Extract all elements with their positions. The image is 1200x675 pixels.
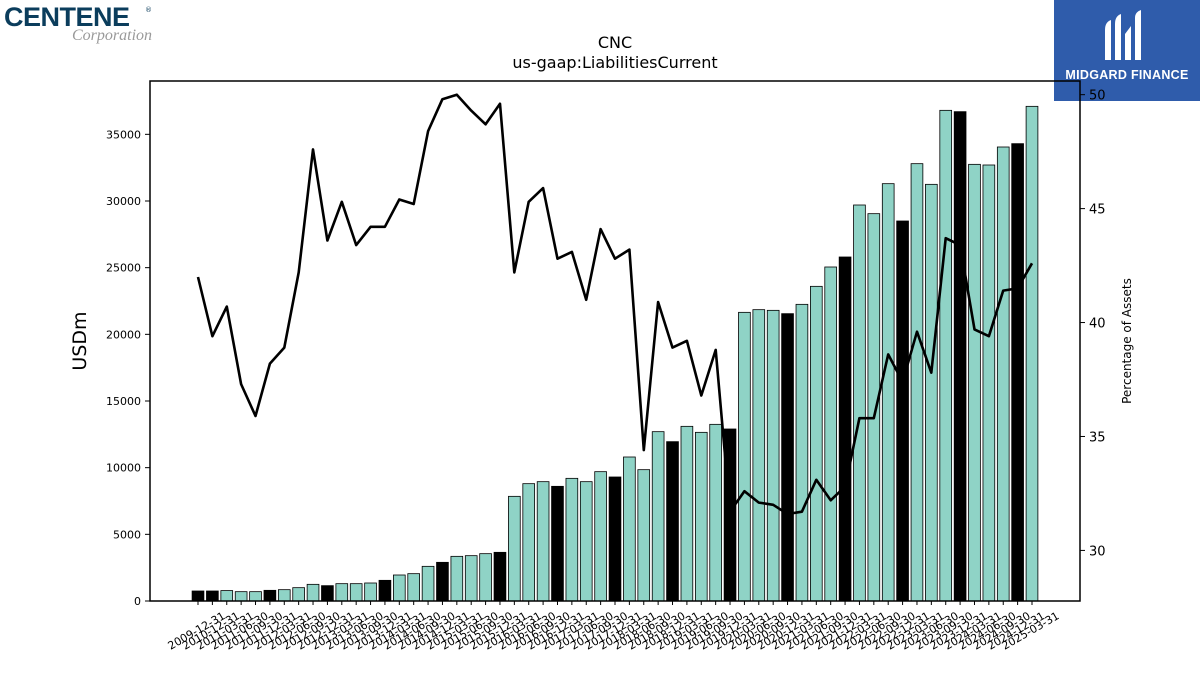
bar [508,495,521,602]
line-series-percentage [196,93,1034,516]
bar [824,266,837,602]
bar [220,590,234,602]
centene-logo: CENTENE ® Corporation [4,2,194,48]
bar [881,183,895,602]
y-tick-label: 0 [134,595,141,608]
bar [867,213,881,602]
bar [349,583,363,602]
bar [306,583,320,602]
bar [896,220,909,602]
line-layer [196,93,1034,516]
midgard-mark-icon [1105,10,1141,60]
bar [738,311,751,602]
bars-layer [191,105,1039,602]
bar [565,477,579,602]
bar [996,146,1010,602]
y2-tick-label: 35 [1089,430,1106,445]
bar [321,585,334,602]
bar [853,204,866,602]
bar [680,425,694,602]
corporation-text: Corporation [72,27,153,44]
bar [436,561,449,602]
bar [364,582,377,602]
bar [939,109,953,602]
bar [666,441,679,602]
y-tick-label: 15000 [106,395,141,408]
bar [493,551,507,602]
bar [393,574,406,602]
bar [536,481,550,602]
bar [766,309,780,602]
bar [623,456,636,602]
bar [292,587,305,602]
chart-title: CNC [598,33,632,52]
bar [277,589,291,602]
chart-subtitle: us-gaap:LiabilitiesCurrent [512,53,717,72]
bar [838,256,852,602]
bar [781,313,794,602]
bar [953,111,967,602]
bar [191,590,205,602]
bar [752,309,766,602]
bar [1025,105,1039,602]
bar [335,583,349,602]
bar [421,565,435,602]
bar [694,431,708,602]
bar [407,573,420,602]
bar [925,183,938,602]
bar [608,476,622,602]
midgard-finance-name: MIDGARD FINANCE [1065,68,1189,82]
centene-brand-text: CENTENE [4,2,130,32]
bar [910,163,924,602]
bar [579,481,593,602]
bar [263,589,277,602]
registered-mark: ® [145,6,152,14]
y2-tick-label: 30 [1089,544,1106,559]
y-tick-label: 20000 [106,328,141,341]
y2-tick-label: 45 [1089,203,1106,218]
bar [234,591,248,602]
bar [378,579,392,602]
bar [1011,143,1024,602]
bar [249,591,262,602]
bar [551,485,564,602]
bar [206,590,219,602]
bar [479,553,492,602]
y-tick-label: 10000 [106,462,141,475]
y2-tick-label: 50 [1089,89,1106,104]
y-tick-label: 35000 [106,128,141,141]
left-y-axis: 0 5000 10000 15000 20000 25000 30000 35000 [106,128,150,608]
y-tick-label: 30000 [106,195,141,208]
bar [450,555,464,602]
bar [982,164,996,602]
bar [810,285,823,602]
y-tick-label: 25000 [106,262,141,275]
y2-axis-label: Percentage of Assets [1120,278,1134,404]
bar [968,163,981,602]
y2-tick-label: 40 [1089,317,1106,332]
bar [709,423,722,602]
right-y-axis: 30 35 40 45 50 [1080,89,1106,559]
bar [637,469,651,602]
bar [795,303,809,602]
bar [594,471,607,602]
x-axis: 2009-12-312010-12-312011-03-312011-06-30… [166,601,1062,653]
y-tick-label: 5000 [113,528,141,541]
bar [464,555,478,602]
bar [522,483,536,602]
y-axis-label: USDm [69,311,91,370]
midgard-finance-logo: MIDGARD FINANCE [1054,0,1200,101]
bar [651,431,665,602]
